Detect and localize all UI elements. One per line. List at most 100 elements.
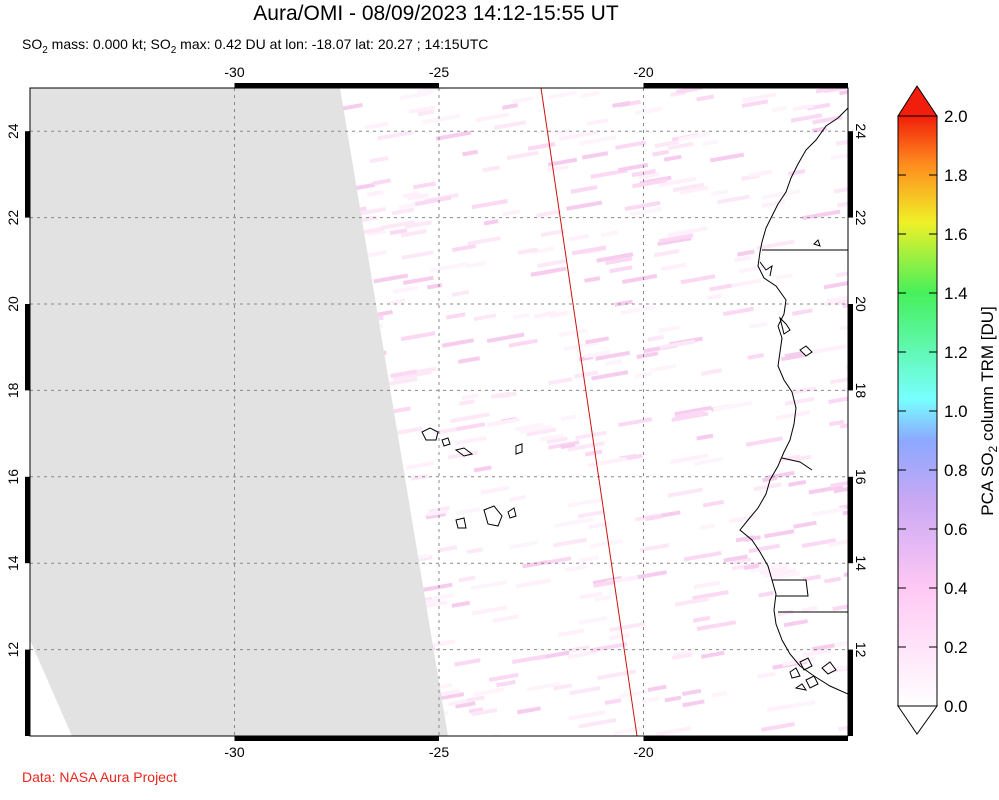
swath-pixel [550,310,568,318]
frame-ticks [25,83,853,741]
longitude-tick-label: -25 [429,64,449,80]
swath-pixel [632,179,660,189]
swath-pixel [416,88,453,94]
swath-pixel [730,557,752,566]
swath-pixel [683,550,722,562]
latitude-tick-label: 12 [5,642,21,658]
swath-pixel [647,684,667,692]
swath-pixel [833,484,848,494]
swath-pixel [706,293,723,300]
latitude-tick-label: 24 [5,123,21,139]
swath-pixel [417,109,435,117]
swath-pixel [657,325,680,333]
swath-pixel [392,285,418,294]
swath-pixel [775,273,793,281]
swath-pixel [451,600,471,608]
cape-verde-fogo [455,517,467,529]
swath-pixel [571,245,607,256]
swath-pixel [737,249,755,257]
swath-pixel [613,726,645,736]
colorbar-tick-label: 1.0 [944,402,968,421]
swath-pixel [692,615,711,623]
swath-pixel [638,172,660,180]
latitude-tick-label: 22 [5,210,21,226]
swath-pixel [667,141,694,151]
swath-pixel [788,479,807,487]
swath-pixel [446,312,466,320]
swath-pixel [614,299,633,307]
swath-pixel [702,499,725,508]
swath-pixel [680,274,716,285]
latitude-tick-label: 16 [853,469,869,485]
colorbar-tick-label: 0.8 [944,461,968,480]
swath-pixel [617,689,652,699]
frame-segment [25,649,30,736]
swath-pixel [408,105,436,114]
swath-pixel [546,556,572,565]
swath-pixel [455,701,476,709]
swath-pixel [604,359,623,366]
swath-pixel [756,239,796,251]
cape-verde-santiago [483,505,503,527]
swath-pixel [547,164,569,173]
swath-pixel [784,351,803,359]
swath-pixel [655,726,692,736]
swath-pixel [636,351,659,359]
frame-segment [848,131,853,218]
african-coastline [739,107,848,695]
swath-pixel [467,236,501,246]
swath-pixel [468,707,484,714]
swath-pixel [402,191,420,199]
swath-pixel [512,312,530,320]
swath-pixel [738,263,771,274]
swath-pixel [652,149,669,157]
swath-pixel [588,538,624,549]
swath-pixel [567,649,597,659]
latitude-tick-label: 24 [853,123,869,139]
swath-pixel [471,707,498,717]
swath-pixel [830,373,848,385]
swath-pixel [399,90,434,101]
swath-pixel [466,547,483,555]
swath-pixel [649,363,677,373]
swath-pixel [527,142,556,151]
swath-pixel [621,273,658,284]
swath-pixel [553,128,571,136]
swath-pixel [609,265,633,274]
latitude-tick-label: 14 [853,555,869,571]
swath-pixel [456,422,486,432]
colorbar-ticks: 0.0 0.2 0.4 0.6 0.8 1.0 1.2 1.4 1.6 1.8 2.0 [898,107,968,716]
swath-pixel [750,562,789,573]
swath-pixel [700,650,725,659]
swath-pixel [552,537,588,548]
swath-pixel [761,188,801,200]
swath-pixel [502,209,520,217]
swath-pixel [812,115,843,125]
swath-pixel [674,409,706,419]
swath-pixel [588,521,610,530]
swath-pixel [839,501,848,510]
swath-pixel [692,590,729,601]
swath-pixel [834,641,848,648]
swath-pixel [745,436,783,447]
swath-pixel [760,722,795,732]
swath-pixel [660,262,687,272]
swath-pixel [748,169,773,178]
swath-pixel [839,420,848,429]
swath-pixel [400,229,427,238]
swath-pixel [492,614,519,623]
swath-pixel [566,200,603,211]
swath-pixel [372,178,391,186]
swath-pixel [462,149,479,157]
swath-pixel [629,206,663,217]
swath-pixel [483,219,499,226]
latitude-tick-label: 16 [5,469,21,485]
swath-pixel [389,228,408,236]
swath-pixel [771,571,801,581]
swath-pixel [849,227,874,235]
swath-pixel [441,338,474,348]
swath-pixel [512,654,546,665]
swath-pixel [473,465,492,473]
swath-pixel [407,193,429,201]
swath-pixel [700,368,722,376]
